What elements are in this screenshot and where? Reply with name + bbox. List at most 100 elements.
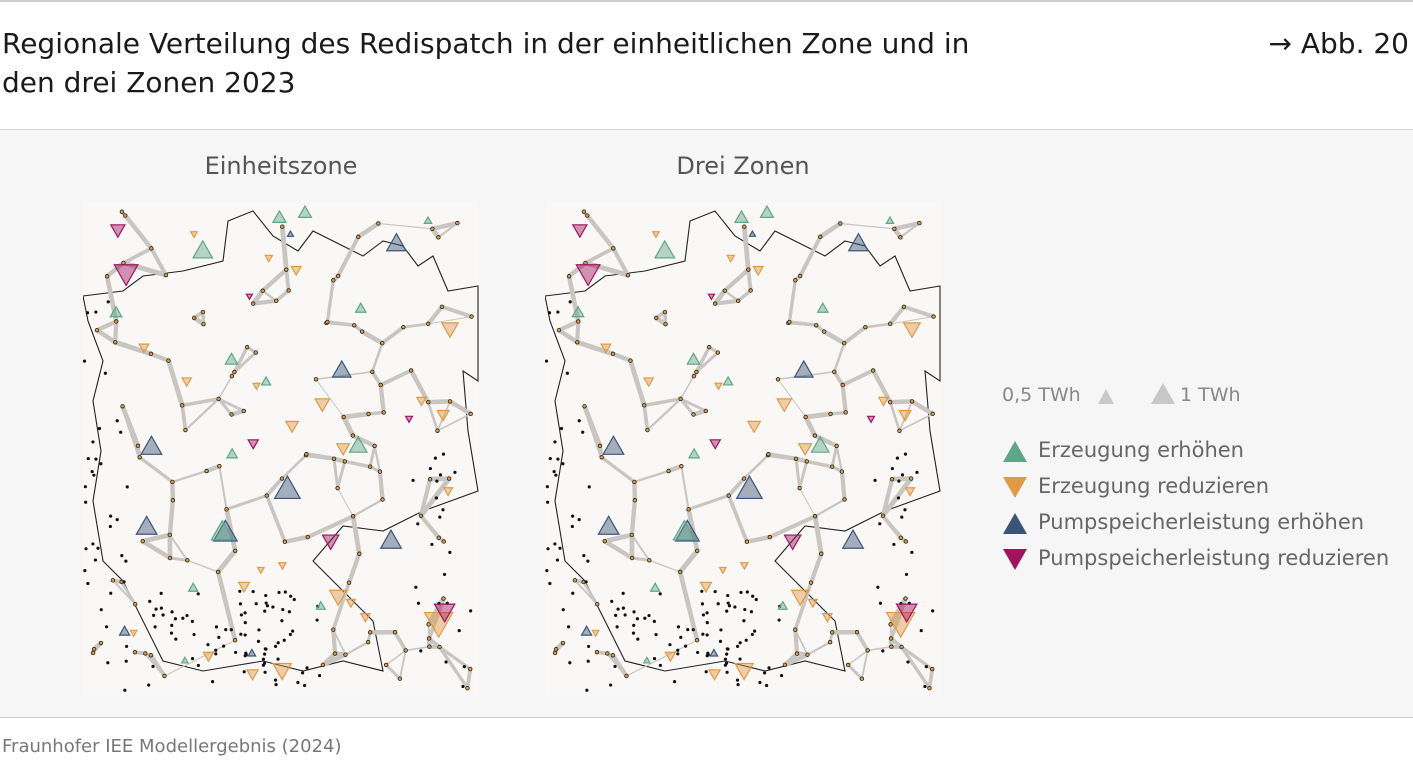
grid-node [787,319,792,325]
neighbor-node [736,683,740,687]
grid-line [805,413,831,418]
neighbor-node [170,610,174,614]
redispatch-decrease-marker [335,443,351,457]
legend-item-erzeugung-erhoehen: Erzeugung erhöhen [1002,436,1402,466]
grid-node [98,640,104,646]
grid-node [376,221,381,226]
grid-line [275,289,290,302]
neighbor-node [719,628,723,632]
neighbor-node [568,661,572,665]
grid-node [356,234,361,240]
neighbor-node [261,663,265,667]
grid-node [352,323,357,328]
redispatch-increase-marker [180,656,190,664]
map-title-drei-zonen: Drei Zonen [676,152,810,180]
grid-line [628,359,647,407]
neighbor-node [469,609,473,613]
grid-node [576,319,581,324]
grid-node [686,507,691,512]
neighbor-node [571,514,575,518]
redispatch-increase-marker [733,209,750,224]
neighbor-node [242,670,246,674]
grid-line [847,664,863,680]
neighbor-node [546,547,550,551]
neighbor-node [726,593,730,598]
grid-line [575,321,581,343]
neighbor-node [161,613,165,617]
grid-line [714,290,726,305]
grid-node [838,221,843,226]
triangle-down-icon [1003,549,1027,570]
neighbor-node [584,580,588,584]
grid-line [123,214,154,250]
neighbor-node [610,599,614,603]
neighbor-node [725,652,729,656]
neighbor-node [196,663,200,668]
grid-node [447,399,453,404]
grid-node [273,298,279,304]
redispatch-increase-marker [348,435,369,453]
triangle-down-icon [1003,477,1027,498]
grid-node [647,558,652,563]
redispatch-decrease-marker [109,224,126,239]
redispatch-decrease-marker [709,439,722,450]
grid-line [325,280,335,323]
neighbor-node [91,440,95,444]
grid-node [803,414,808,420]
grid-line [803,415,818,437]
grid-node [818,234,823,240]
grid-node [663,321,668,327]
grid-node [632,498,638,503]
grid-node [149,246,154,251]
neighbor-node [438,473,443,477]
redispatch-decrease-marker [290,265,303,277]
grid-line [385,664,401,680]
grid-line [441,304,473,319]
neighbor-node [416,601,421,605]
neighbor-node [686,628,690,632]
grid-line [169,556,188,562]
neighbor-node [878,601,883,605]
grid-line [558,319,580,333]
neighbor-node [123,688,127,692]
redispatch-decrease-marker [752,265,765,277]
redispatch-decrease-marker [440,322,460,339]
grid-node [331,627,336,632]
neighbor-node [109,591,113,595]
redispatch-increase-marker [187,582,199,592]
neighbor-node [546,500,550,504]
grid-node [610,351,616,357]
grid-node [898,235,903,240]
neighbor-node [214,648,218,652]
grid-line [217,550,236,573]
grid-node [610,653,616,658]
neighbor-node [254,602,258,606]
neighbor-node [609,683,613,687]
grid-line [419,514,441,540]
grid-node [331,278,336,283]
redispatch-decrease-marker [807,598,819,609]
neighbor-node [904,572,909,577]
grid-node [566,274,572,279]
grid-line [777,378,807,418]
grid-line [265,477,284,497]
grid-line [582,581,599,605]
neighbor-node [733,605,737,609]
grid-node [859,676,865,681]
neighbor-node [896,496,901,500]
neighbor-node [97,426,102,431]
grid-node [357,551,362,556]
neighbor-node [92,473,96,477]
grid-node [332,651,338,656]
redispatch-decrease-marker [321,534,340,551]
grid-line [784,652,809,667]
neighbor-node [545,485,549,489]
grid-node [143,651,148,656]
redispatch-decrease-marker [256,566,266,575]
grid-line [167,500,176,536]
grid-node [342,459,347,464]
grid-node [766,452,771,457]
neighbor-node [288,632,292,637]
redispatch-decrease-marker [733,662,755,681]
grid-line [808,553,824,584]
